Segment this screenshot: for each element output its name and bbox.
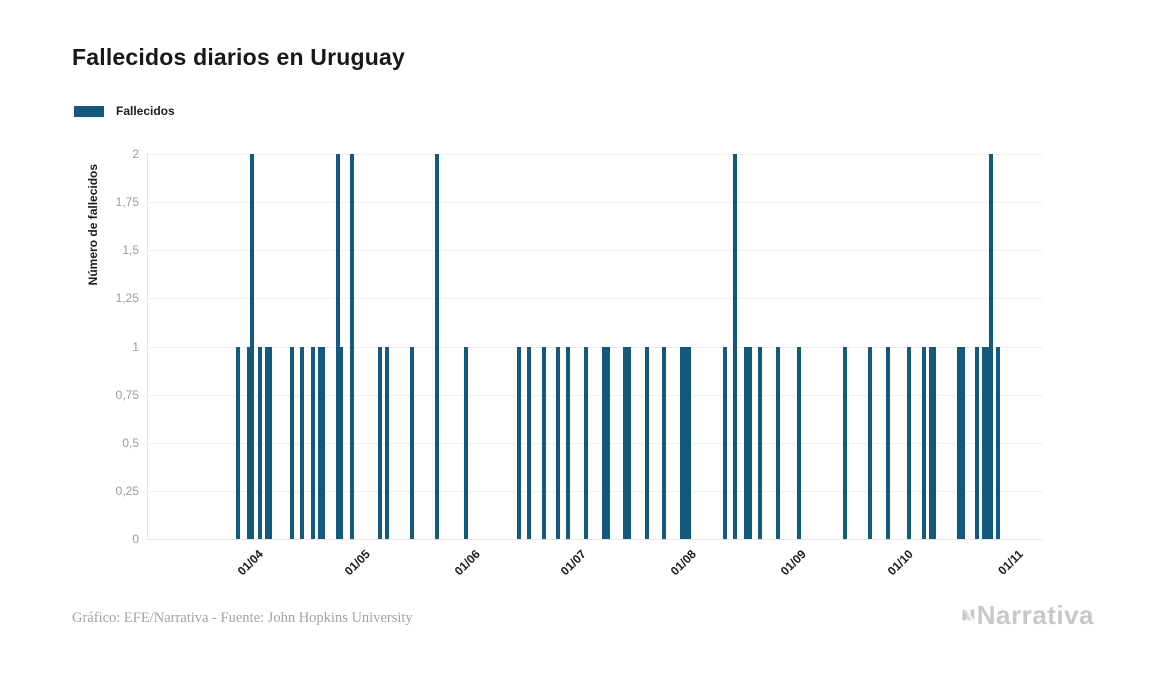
narrativa-logo: Narrativa (962, 602, 1094, 628)
bar[interactable] (986, 346, 990, 539)
bar[interactable] (410, 346, 414, 539)
bar[interactable] (556, 346, 560, 539)
gridline (147, 154, 1043, 155)
y-tick-label: 0 (132, 532, 139, 546)
bar[interactable] (318, 346, 322, 539)
footer-credit: Gráfico: EFE/Narrativa - Fuente: John Ho… (72, 610, 413, 626)
bar[interactable] (542, 346, 546, 539)
bar[interactable] (932, 346, 936, 539)
y-axis-line (147, 153, 148, 539)
y-tick-label: 1,5 (122, 243, 139, 258)
bar[interactable] (843, 346, 847, 539)
bar[interactable] (886, 346, 890, 539)
bar[interactable] (907, 346, 911, 539)
bar[interactable] (744, 346, 748, 539)
y-tick-label: 1,75 (115, 195, 139, 210)
x-tick-label: 01/09 (777, 547, 809, 579)
bar[interactable] (606, 346, 610, 539)
bar[interactable] (929, 346, 933, 539)
bar[interactable] (797, 346, 801, 539)
bar[interactable] (733, 154, 737, 539)
bar[interactable] (961, 346, 965, 539)
bar[interactable] (378, 346, 382, 539)
bar[interactable] (566, 346, 570, 539)
bar[interactable] (776, 346, 780, 539)
gridline (147, 250, 1043, 252)
bar[interactable] (680, 346, 684, 539)
bar[interactable] (662, 346, 666, 539)
legend-swatch (74, 105, 104, 117)
narrativa-logo-text: Narrativa (976, 600, 1094, 630)
x-tick-label: 01/08 (667, 547, 699, 579)
bar[interactable] (336, 154, 340, 539)
bar[interactable] (517, 346, 521, 539)
bar[interactable] (464, 346, 468, 539)
y-tick-label: 0,5 (122, 435, 139, 450)
narrativa-n-mark-icon (962, 609, 975, 621)
bar[interactable] (339, 346, 343, 539)
bar[interactable] (350, 154, 354, 539)
bar[interactable] (584, 346, 588, 539)
bar[interactable] (250, 154, 254, 539)
bar[interactable] (311, 346, 315, 539)
y-tick-label: 1 (132, 339, 139, 354)
x-tick-label: 01/10 (884, 547, 916, 579)
bar[interactable] (982, 346, 986, 539)
gridline (147, 394, 1043, 396)
bar[interactable] (290, 346, 294, 539)
y-tick-label: 1,25 (115, 291, 139, 306)
gridline (147, 202, 1043, 204)
bar[interactable] (975, 346, 979, 539)
bar[interactable] (627, 346, 631, 539)
legend-item-fallecidos[interactable]: Fallecidos (74, 103, 175, 119)
chart-title: Fallecidos diarios en Uruguay (72, 44, 405, 70)
bar[interactable] (602, 346, 606, 539)
gridline (147, 442, 1043, 444)
x-tick-label: 01/07 (557, 547, 589, 579)
bar[interactable] (435, 154, 439, 539)
legend-label: Fallecidos (116, 104, 175, 118)
bar[interactable] (996, 346, 1000, 539)
y-tick-label: 0,75 (115, 387, 139, 402)
bar[interactable] (684, 346, 688, 539)
bar[interactable] (687, 346, 691, 539)
bar[interactable] (723, 346, 727, 539)
y-tick-label: 0,25 (115, 483, 139, 498)
gridline (147, 490, 1043, 492)
gridline (147, 298, 1043, 300)
y-tick-label: 2 (132, 147, 139, 161)
bar[interactable] (957, 346, 961, 539)
bar[interactable] (265, 346, 269, 539)
bar[interactable] (300, 346, 304, 539)
bar[interactable] (527, 346, 531, 539)
bar[interactable] (247, 346, 251, 539)
bar[interactable] (623, 346, 627, 539)
bar[interactable] (758, 346, 762, 539)
bar[interactable] (236, 346, 240, 539)
bar[interactable] (922, 346, 926, 539)
bar[interactable] (748, 346, 752, 539)
gridline (147, 539, 1043, 540)
bar[interactable] (385, 346, 389, 539)
bar[interactable] (321, 346, 325, 539)
bar[interactable] (989, 154, 993, 539)
bar[interactable] (868, 346, 872, 539)
x-tick-label: 01/06 (451, 547, 483, 579)
gridline (147, 346, 1043, 348)
bar[interactable] (258, 346, 262, 539)
bar[interactable] (645, 346, 649, 539)
bar[interactable] (268, 346, 272, 539)
